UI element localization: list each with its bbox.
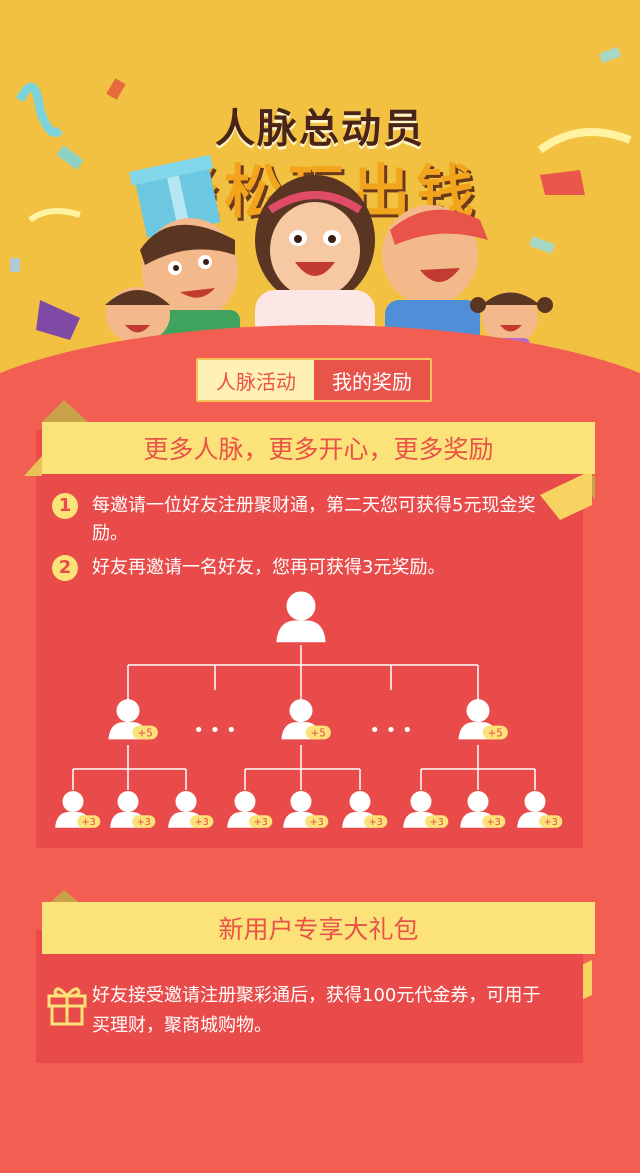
hero-banner: 人脉总动员 轻松玩出钱 xyxy=(0,0,640,400)
reward-badge: +3 xyxy=(77,815,101,828)
section2-heading: 新用户专享大礼包 xyxy=(42,902,595,954)
user-avatar-icon xyxy=(276,591,326,643)
svg-text:+3: +3 xyxy=(487,817,501,828)
svg-text:+3: +3 xyxy=(544,817,558,828)
reward-badge: +5 xyxy=(132,725,158,740)
gift-icon xyxy=(47,987,87,1026)
reward-badge: +3 xyxy=(190,815,214,828)
svg-text:+5: +5 xyxy=(488,728,503,740)
reward-badge: +3 xyxy=(305,815,329,828)
number-badge-2: 2 xyxy=(52,555,78,581)
svg-text:+3: +3 xyxy=(369,817,383,828)
tab-my-rewards[interactable]: 我的奖励 xyxy=(314,360,430,400)
svg-text:+3: +3 xyxy=(195,817,209,828)
reward-badge: +3 xyxy=(132,815,156,828)
reward-badge: +3 xyxy=(539,815,563,828)
rule-text-1: 每邀请一位好友注册聚财通，第二天您可获得5元现金奖励。 xyxy=(92,495,536,544)
svg-text:+3: +3 xyxy=(310,817,324,828)
svg-text:+5: +5 xyxy=(311,728,326,740)
number-badge-1: 1 xyxy=(52,493,78,519)
rule-item-2: 2 好友再邀请一名好友，您再可获得3元奖励。 xyxy=(52,554,542,582)
reward-badge: +5 xyxy=(482,725,508,740)
rules-list: 1 每邀请一位好友注册聚财通，第二天您可获得5元现金奖励。 2 好友再邀请一名好… xyxy=(52,492,542,588)
svg-text:+3: +3 xyxy=(254,817,268,828)
hero-title: 人脉总动员 xyxy=(215,106,425,152)
ellipsis-text: • • • xyxy=(193,720,236,741)
section1-heading: 更多人脉，更多开心，更多奖励 xyxy=(42,422,595,474)
rule-text-2: 好友再邀请一名好友，您再可获得3元奖励。 xyxy=(92,557,446,578)
ellipsis-text: • • • xyxy=(369,720,412,741)
rule-item-1: 1 每邀请一位好友注册聚财通，第二天您可获得5元现金奖励。 xyxy=(52,492,542,548)
tab-bar: 人脉活动 我的奖励 xyxy=(196,358,432,402)
reward-badge: +3 xyxy=(425,815,449,828)
svg-text:+3: +3 xyxy=(82,817,96,828)
svg-text:+3: +3 xyxy=(430,817,444,828)
reward-badge: +3 xyxy=(249,815,273,828)
gift-description: 好友接受邀请注册聚彩通后，获得100元代金券，可用于买理财，聚商城购物。 xyxy=(92,985,541,1036)
reward-badge: +3 xyxy=(364,815,388,828)
svg-text:+5: +5 xyxy=(138,728,153,740)
svg-text:+3: +3 xyxy=(137,817,151,828)
tab-network-activity[interactable]: 人脉活动 xyxy=(216,369,296,394)
reward-badge: +5 xyxy=(305,725,331,740)
reward-badge: +3 xyxy=(482,815,506,828)
